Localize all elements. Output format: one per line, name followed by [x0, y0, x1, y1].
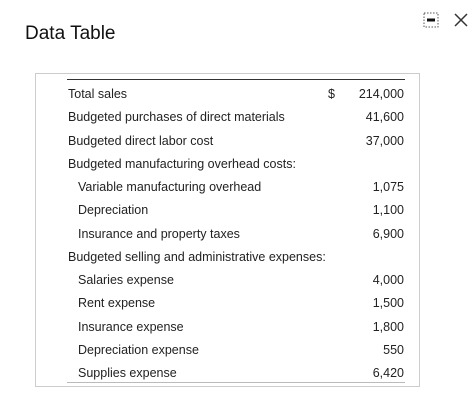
minimize-bar — [427, 18, 435, 22]
top-rule — [67, 79, 405, 80]
row-value: 41,600 — [365, 110, 404, 125]
row-value: 37,000 — [365, 133, 404, 148]
row-label: Budgeted selling and administrative expe… — [68, 249, 326, 264]
table-frame — [35, 73, 420, 387]
row-value: 1,100 — [372, 203, 404, 218]
close-icon — [454, 13, 468, 27]
row-value: 6,420 — [372, 366, 404, 380]
row-label: Budgeted direct labor cost — [68, 133, 214, 148]
sub-item-label: Insurance and property taxes — [78, 226, 240, 241]
close-button[interactable] — [453, 12, 469, 28]
row-value: 214,000 — [358, 87, 404, 101]
currency-symbol: $ — [328, 87, 335, 101]
sub-item-label: Insurance expense — [78, 319, 184, 334]
row-value: 1,075 — [372, 180, 404, 194]
sub-item-label: Depreciation expense — [78, 342, 199, 357]
row-value: 6,900 — [372, 226, 404, 241]
row-label: Budgeted manufacturing overhead costs: — [68, 156, 296, 171]
sub-item-label: Variable manufacturing overhead — [78, 180, 262, 194]
row-value: 1,500 — [372, 296, 404, 311]
sub-item-label: Depreciation — [78, 203, 149, 218]
sub-item-label: Salaries expense — [78, 273, 174, 287]
row-label: Budgeted purchases of direct materials — [68, 110, 285, 125]
row-value: 4,000 — [372, 273, 404, 287]
minimize-button[interactable] — [423, 12, 439, 28]
sub-item-label: Rent expense — [78, 296, 156, 311]
sub-item-label: Supplies expense — [78, 366, 177, 380]
row-value: 1,800 — [372, 319, 404, 334]
row-label: Total sales — [68, 87, 128, 101]
dialog-title: Data Table — [25, 23, 116, 44]
row-value: 550 — [383, 342, 404, 357]
bottom-rule — [67, 382, 405, 383]
